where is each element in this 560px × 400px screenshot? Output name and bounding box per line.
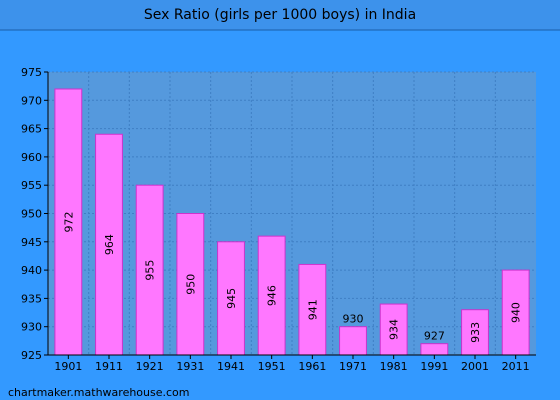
bar-value-label: 950 — [184, 274, 197, 295]
bar-value-label: 964 — [103, 234, 116, 255]
x-tick-label: 2011 — [502, 360, 530, 373]
bar-value-label: 945 — [225, 288, 238, 309]
x-tick-label: 1921 — [136, 360, 164, 373]
x-tick-label: 1931 — [176, 360, 204, 373]
bar-1931 — [176, 213, 205, 356]
bar-2011 — [501, 269, 530, 356]
y-tick-label: 940 — [21, 264, 42, 277]
x-tick-label: 1991 — [420, 360, 448, 373]
bar-value-label: 955 — [144, 260, 157, 281]
x-tick-label: 1971 — [339, 360, 367, 373]
title-bar — [0, 0, 560, 30]
x-tick-label: 1941 — [217, 360, 245, 373]
x-tick-label: 1961 — [298, 360, 326, 373]
bar-value-label: 941 — [306, 299, 319, 320]
bar-1961 — [298, 263, 327, 356]
bar-1971 — [339, 326, 367, 356]
y-tick-label: 935 — [21, 292, 42, 305]
bar-value-label: 927 — [424, 330, 445, 343]
chart-title: Sex Ratio (girls per 1000 boys) in India — [144, 7, 416, 23]
y-tick-label: 945 — [21, 236, 42, 249]
bar-1951 — [257, 235, 286, 356]
bar-1981 — [379, 303, 408, 356]
bar-value-label: 930 — [343, 313, 364, 326]
y-tick-label: 950 — [21, 208, 42, 221]
bar-2001 — [461, 309, 489, 356]
x-tick-label: 1911 — [95, 360, 123, 373]
x-tick-label: 1981 — [380, 360, 408, 373]
x-tick-label: 2001 — [461, 360, 489, 373]
y-tick-label: 925 — [21, 349, 42, 362]
x-tick-label: 1901 — [54, 360, 82, 373]
y-tick-label: 970 — [21, 94, 42, 107]
bar-1901 — [54, 88, 83, 356]
y-tick-label: 965 — [21, 123, 42, 136]
axes: 925 930 935 940 945 950 955 960 965 970 975 1901 191… — [21, 66, 536, 373]
y-tick-label: 955 — [21, 179, 42, 192]
bar-value-label: 972 — [62, 211, 75, 232]
bar-1991 — [420, 343, 449, 356]
y-tick-label: 975 — [21, 66, 42, 79]
x-tick-label: 1951 — [258, 360, 286, 373]
bar-1911 — [95, 133, 123, 356]
y-tick-label: 930 — [21, 321, 42, 334]
bar-value-label: 933 — [469, 322, 482, 343]
credit-text: chartmaker.mathwarehouse.com — [8, 386, 190, 399]
bars: 972 964 955 950 945 946 941 930 934 927 933 940 — [54, 88, 530, 356]
y-tick-label: 960 — [21, 151, 42, 164]
bar-value-label: 946 — [266, 285, 279, 306]
bar-1921 — [135, 184, 164, 356]
bar-value-label: 934 — [388, 319, 401, 340]
bar-1941 — [217, 241, 245, 356]
bar-value-label: 940 — [510, 302, 523, 323]
